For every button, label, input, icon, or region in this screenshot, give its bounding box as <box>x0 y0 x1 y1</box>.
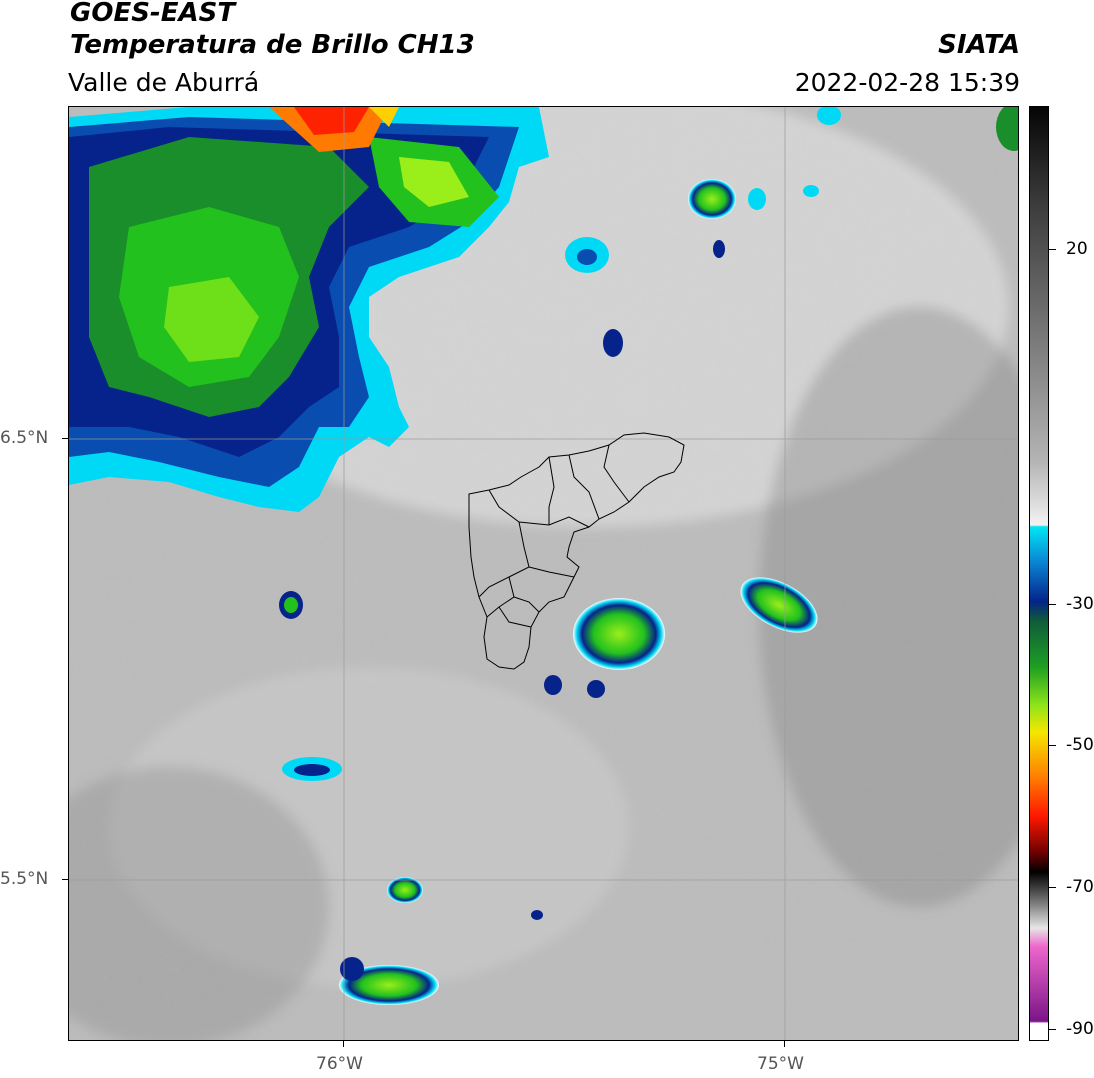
colorbar-tick-m70 <box>1049 887 1056 888</box>
colorbar-label-20: 20 <box>1066 239 1088 259</box>
lon-label-75w: 75°W <box>757 1054 804 1074</box>
cell-east <box>740 577 818 633</box>
product-title: Temperatura de Brillo CH13 <box>70 30 475 60</box>
satellite-map[interactable] <box>68 106 1019 1041</box>
region-subtitle: Valle de Aburrá <box>68 68 260 97</box>
colorbar-tick-m90 <box>1049 1029 1056 1030</box>
lat-label-5-5: 5.5°N <box>0 869 49 889</box>
colorbar-tick-m30 <box>1049 604 1056 605</box>
lat-label-6-5: 6.5°N <box>0 428 49 448</box>
colorbar-label-m30: -30 <box>1066 594 1094 614</box>
agency-label: SIATA <box>938 30 1020 60</box>
cell-valle-south <box>573 598 665 670</box>
colorbar-gradient <box>1030 107 1048 1040</box>
satellite-title: GOES-EAST <box>70 0 236 28</box>
colorbar-tick-20 <box>1049 249 1056 250</box>
graticule <box>69 107 1018 1040</box>
lon-tick-75 <box>784 1041 785 1047</box>
lat-tick-5-5 <box>62 879 68 880</box>
temperature-colorbar <box>1029 106 1049 1041</box>
colorbar-label-m70: -70 <box>1066 877 1094 897</box>
cell-south-a <box>387 877 423 903</box>
colorbar-label-m90: -90 <box>1066 1019 1094 1039</box>
cell-small-a <box>603 329 623 357</box>
municipal-boundaries <box>468 432 685 670</box>
convective-complex-northwest <box>69 107 549 512</box>
lat-tick-6-5 <box>62 438 68 439</box>
map-canvas <box>69 107 1018 1040</box>
cell-south-b <box>339 965 439 1005</box>
cell-north <box>688 179 736 219</box>
colorbar-tick-m50 <box>1049 745 1056 746</box>
lon-tick-76 <box>343 1041 344 1047</box>
datetime-label: 2022-02-28 15:39 <box>794 68 1020 97</box>
lon-label-76w: 76°W <box>316 1054 363 1074</box>
colorbar-label-m50: -50 <box>1066 735 1094 755</box>
